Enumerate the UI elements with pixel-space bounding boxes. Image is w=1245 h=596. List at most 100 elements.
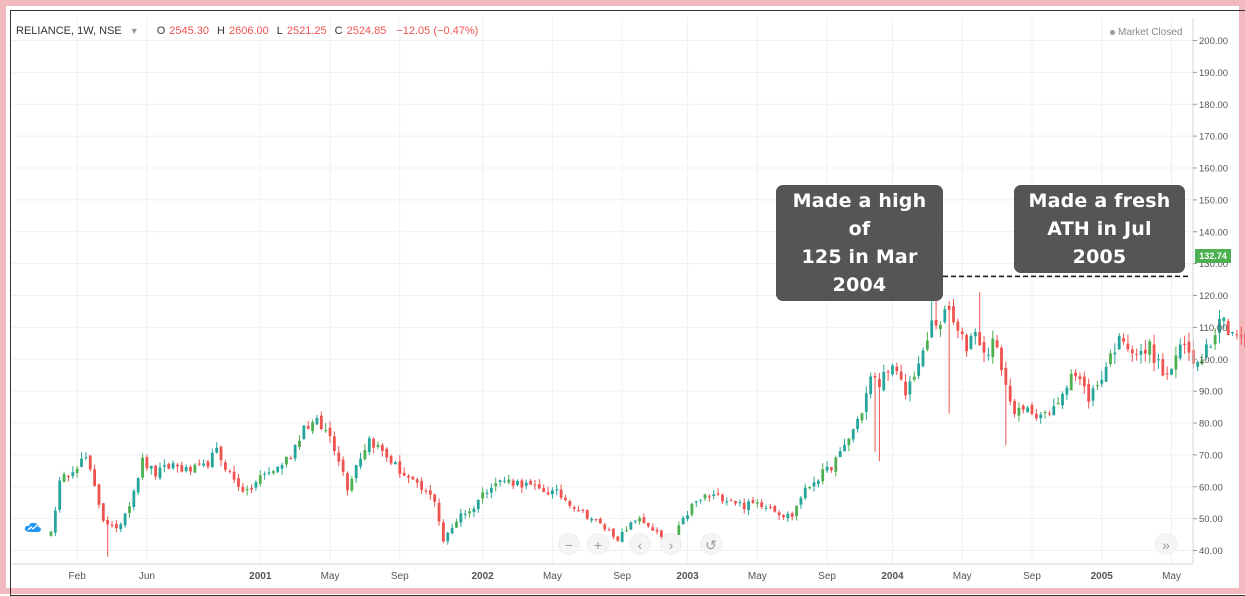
candle-body (751, 500, 755, 503)
scroll-left-button[interactable]: ‹ (629, 533, 651, 555)
candle-body (716, 493, 720, 495)
candle-body (878, 378, 881, 388)
candle-body (947, 305, 951, 310)
candle-body (280, 465, 284, 469)
scroll-to-realtime-button[interactable]: » (1155, 533, 1177, 555)
candle-body (315, 417, 319, 425)
candle-body (925, 340, 929, 350)
candle-body (590, 518, 594, 521)
candle-body (276, 466, 280, 472)
candle-body (84, 457, 88, 459)
candle-body (1174, 355, 1178, 370)
candle-body (699, 499, 703, 501)
candle-body (520, 480, 524, 488)
candle-body (472, 508, 476, 513)
candle-body (507, 479, 511, 483)
symbol-label[interactable]: RELIANCE, 1W, NSE (16, 25, 122, 37)
candle-body (1056, 402, 1060, 404)
candle-body (725, 501, 729, 503)
candle-body (620, 531, 624, 542)
candle-body (189, 466, 192, 472)
candle-body (869, 376, 873, 395)
candle-body (88, 455, 92, 470)
y-tick-label: 80.00 (1199, 419, 1223, 430)
candle-body (642, 517, 646, 524)
candle-body (450, 527, 454, 534)
candle-body (973, 332, 977, 337)
low-key: L (276, 25, 283, 37)
candle-body (354, 465, 358, 479)
y-tick-label: 190.00 (1199, 68, 1228, 79)
candle-body (1222, 317, 1226, 321)
y-tick-label: 160.00 (1199, 164, 1228, 175)
candle-body (681, 517, 685, 525)
candle-body (446, 532, 450, 542)
candle-body (119, 524, 123, 530)
candle-body (424, 490, 428, 492)
candle-body (987, 354, 990, 356)
candle-body (1069, 373, 1073, 391)
candle-body (97, 484, 101, 505)
candle-body (267, 472, 271, 474)
annotation-line: Made a high of (792, 190, 927, 240)
candle-body (511, 480, 515, 486)
candle-body (197, 463, 201, 465)
candle-body (115, 523, 118, 529)
candle-body (1000, 347, 1003, 371)
candle-body (376, 445, 380, 448)
candle-body (1152, 344, 1156, 363)
x-tick-label: May (953, 571, 972, 582)
candle-body (917, 363, 921, 376)
y-tick-label: 120.00 (1199, 291, 1228, 302)
candle-body (655, 529, 659, 532)
candle-body (830, 467, 833, 471)
candle-body (1008, 385, 1012, 402)
y-tick-label: 70.00 (1199, 450, 1223, 461)
candle-body (62, 474, 66, 482)
y-tick-label: 180.00 (1199, 100, 1228, 111)
candle-body (1034, 413, 1038, 419)
candle-body (1013, 401, 1016, 415)
candle-body (598, 518, 602, 524)
candle-body (407, 475, 410, 478)
candle-body (882, 372, 886, 391)
candle-body (442, 522, 445, 542)
open-value: 2545.30 (169, 25, 210, 37)
candle-body (982, 342, 986, 353)
candle-body (302, 425, 306, 440)
scroll-right-button[interactable]: › (660, 533, 682, 555)
status-dot-icon (1110, 29, 1115, 35)
candle-body (110, 524, 114, 526)
candle-body (612, 528, 615, 537)
reset-chart-button[interactable]: ↺ (700, 533, 722, 555)
candle-body (891, 365, 894, 375)
chevron-down-icon[interactable]: ▼ (129, 26, 139, 36)
time-axis: Feb Jun 2001 May Sep 2002 May Sep 2003 May Sep 2004… (69, 571, 1181, 582)
candle-body (537, 484, 541, 489)
candle-body (782, 514, 785, 518)
candle-body (1157, 359, 1160, 361)
candle-body (825, 466, 829, 471)
x-tick-label: 2004 (881, 571, 904, 582)
candle-body (1004, 367, 1008, 385)
candle-body (193, 464, 197, 473)
candle-body (1061, 393, 1064, 406)
candle-body (1026, 407, 1030, 413)
candle-body (498, 480, 502, 483)
candle-body (1117, 336, 1121, 350)
candle-body (542, 488, 546, 493)
x-tick-label: 2003 (676, 571, 699, 582)
y-tick-label: 90.00 (1199, 387, 1223, 398)
candle-body (254, 482, 258, 488)
candle-body (476, 499, 480, 510)
low-value: 2521.25 (286, 25, 327, 37)
candle-body (367, 438, 371, 453)
candle-body (1021, 405, 1025, 410)
zoom-in-button[interactable]: + (587, 533, 609, 555)
zoom-out-button[interactable]: − (558, 533, 580, 555)
candle-body (337, 452, 341, 462)
candle-body (1130, 349, 1134, 354)
candle-body (1109, 353, 1112, 365)
x-tick-label: Sep (818, 571, 836, 582)
